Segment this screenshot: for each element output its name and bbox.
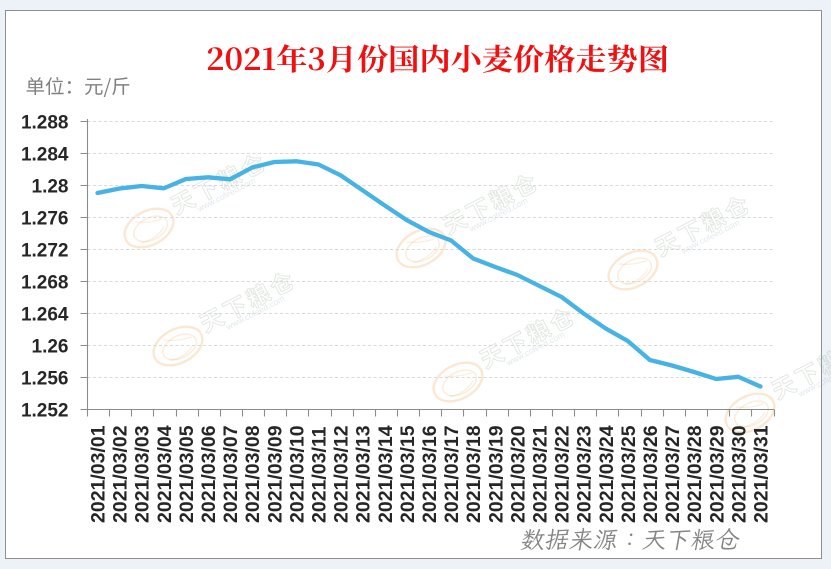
svg-text:2021/03/22: 2021/03/22 xyxy=(552,425,574,523)
svg-text:2021/03/13: 2021/03/13 xyxy=(353,425,375,523)
svg-text:2021/03/30: 2021/03/30 xyxy=(728,425,750,523)
svg-text:2021/03/19: 2021/03/19 xyxy=(485,425,507,523)
svg-text:2021/03/27: 2021/03/27 xyxy=(662,425,684,523)
svg-text:2021/03/07: 2021/03/07 xyxy=(220,425,242,523)
svg-text:2021/03/14: 2021/03/14 xyxy=(375,425,397,523)
svg-text:2021/03/03: 2021/03/03 xyxy=(132,425,154,523)
svg-text:2021/03/28: 2021/03/28 xyxy=(684,425,706,523)
svg-text:1.256: 1.256 xyxy=(21,368,69,389)
svg-text:2021/03/11: 2021/03/11 xyxy=(309,426,331,523)
svg-text:2021/03/16: 2021/03/16 xyxy=(419,425,441,523)
svg-text:2021/03/17: 2021/03/17 xyxy=(441,425,463,523)
svg-text:1.288: 1.288 xyxy=(21,112,69,133)
svg-text:2021/03/12: 2021/03/12 xyxy=(331,425,353,523)
svg-text:2021/03/18: 2021/03/18 xyxy=(463,425,485,523)
svg-text:2021/03/08: 2021/03/08 xyxy=(242,425,264,523)
svg-text:2021/03/20: 2021/03/20 xyxy=(507,425,529,523)
svg-text:www.cofeed.com: www.cofeed.com xyxy=(679,217,741,256)
svg-text:2021/03/23: 2021/03/23 xyxy=(574,425,596,523)
svg-text:www.cofeed.com: www.cofeed.com xyxy=(224,293,286,332)
svg-text:2021/03/10: 2021/03/10 xyxy=(286,425,308,523)
svg-text:2021/03/06: 2021/03/06 xyxy=(198,425,220,523)
svg-text:2021/03/29: 2021/03/29 xyxy=(706,425,728,523)
svg-text:1.252: 1.252 xyxy=(21,400,69,421)
svg-text:2021/03/05: 2021/03/05 xyxy=(176,425,198,523)
svg-text:1.264: 1.264 xyxy=(21,304,69,325)
svg-text:2021/03/09: 2021/03/09 xyxy=(264,425,286,523)
svg-text:www.cofeed.com: www.cofeed.com xyxy=(796,360,831,399)
svg-text:2021/03/21: 2021/03/21 xyxy=(530,425,552,523)
svg-text:1.272: 1.272 xyxy=(21,240,69,261)
svg-text:www.cofeed.com: www.cofeed.com xyxy=(467,195,529,234)
svg-text:1.284: 1.284 xyxy=(21,144,69,165)
svg-text:1.276: 1.276 xyxy=(21,208,69,229)
svg-text:2021/03/04: 2021/03/04 xyxy=(154,425,176,523)
svg-text:2021/03/25: 2021/03/25 xyxy=(618,425,640,523)
svg-text:www.cofeed.com: www.cofeed.com xyxy=(504,329,566,368)
svg-text:2021/03/24: 2021/03/24 xyxy=(596,425,618,523)
svg-text:2021/03/02: 2021/03/02 xyxy=(110,425,132,523)
svg-text:2021/03/15: 2021/03/15 xyxy=(397,425,419,523)
svg-text:2021/03/26: 2021/03/26 xyxy=(640,425,662,523)
svg-text:2021/03/01: 2021/03/01 xyxy=(88,425,110,523)
svg-text:2021/03/31: 2021/03/31 xyxy=(751,425,773,523)
svg-text:1.268: 1.268 xyxy=(21,272,69,293)
svg-text:1.28: 1.28 xyxy=(32,176,69,197)
svg-text:1.26: 1.26 xyxy=(32,336,69,357)
